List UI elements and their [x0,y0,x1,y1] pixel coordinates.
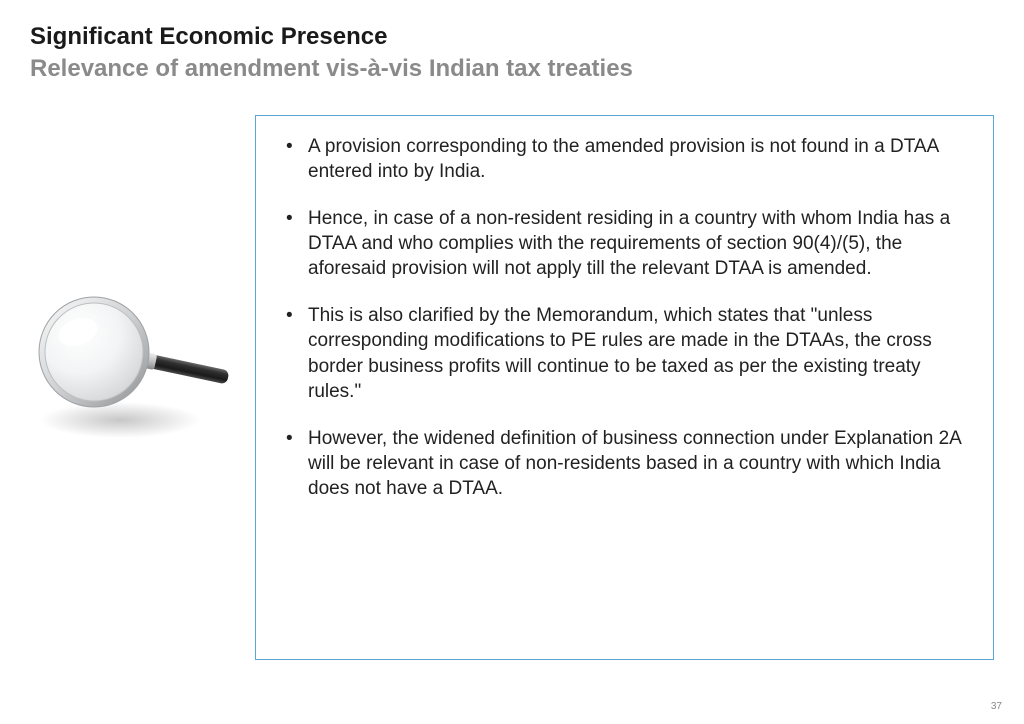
bullet-list: A provision corresponding to the amended… [278,134,971,501]
content-box: A provision corresponding to the amended… [255,115,994,660]
right-column: A provision corresponding to the amended… [255,115,994,684]
slide-subtitle: Relevance of amendment vis-à-vis Indian … [30,54,994,84]
bullet-item: However, the widened definition of busin… [278,426,971,501]
left-column [30,115,255,684]
slide: Significant Economic Presence Relevance … [0,0,1024,724]
slide-title: Significant Economic Presence [30,22,994,52]
bullet-item: This is also clarified by the Memorandum… [278,303,971,403]
bullet-item: A provision corresponding to the amended… [278,134,971,184]
magnifying-glass-icon [32,280,242,450]
bullet-item: Hence, in case of a non-resident residin… [278,206,971,281]
body-area: A provision corresponding to the amended… [30,115,994,684]
page-number: 37 [991,701,1002,712]
